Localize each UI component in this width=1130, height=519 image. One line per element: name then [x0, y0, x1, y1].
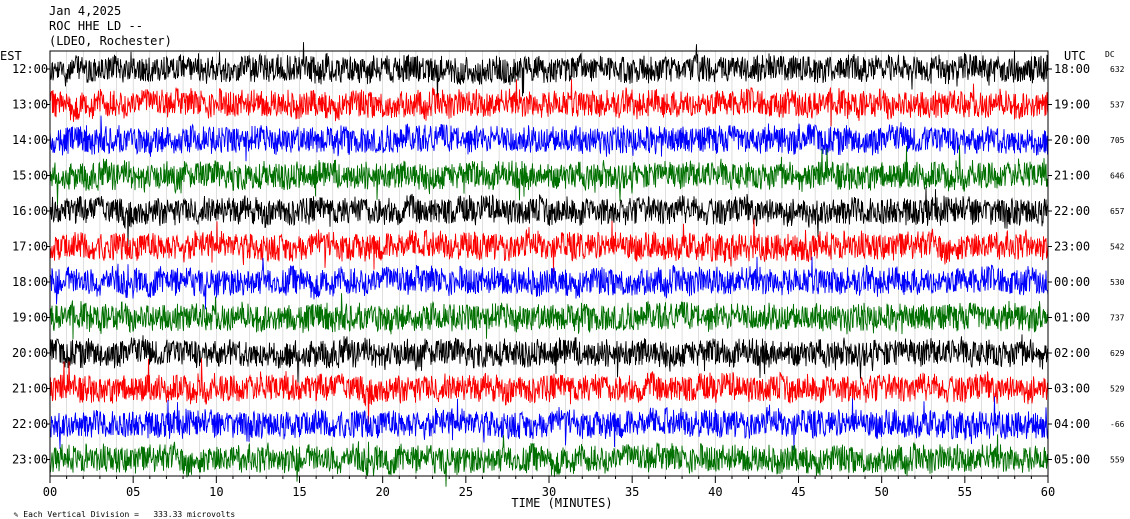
est-label: 19:00 [12, 311, 48, 325]
trace-hour-1500 [49, 145, 1049, 205]
utc-label: 20:00 [1054, 133, 1090, 147]
trace-hour-2300 [49, 434, 1049, 487]
x-tick-label: 15 [292, 485, 306, 499]
utc-label: 02:00 [1054, 346, 1090, 360]
header-station: ROC HHE LD -- [49, 19, 143, 33]
x-tick-label: 25 [459, 485, 473, 499]
dc-label: -66 [1110, 420, 1125, 429]
utc-label: 04:00 [1054, 417, 1090, 431]
est-label: 18:00 [12, 275, 48, 289]
plot-frame [46, 50, 1052, 483]
utc-label: 21:00 [1054, 169, 1090, 183]
trace-hour-1600 [49, 186, 1049, 247]
trace-hour-2100 [49, 358, 1049, 424]
utc-label: 00:00 [1054, 275, 1090, 289]
trace-hour-2000 [49, 334, 1049, 383]
dc-axis-label: DC [1105, 50, 1115, 59]
est-label: 12:00 [12, 62, 48, 76]
utc-axis-label: UTC [1064, 49, 1086, 63]
est-label: 23:00 [12, 453, 48, 467]
scale-icon: ✎ [13, 510, 19, 519]
utc-label: 01:00 [1054, 311, 1090, 325]
utc-hour-labels: 18:00 19:00 20:00 21:00 22:00 23:00 00:00 01:00… [1054, 62, 1090, 467]
utc-label: 03:00 [1054, 382, 1090, 396]
x-axis-title: TIME (MINUTES) [511, 496, 612, 510]
est-label: 21:00 [12, 382, 48, 396]
dc-label: 559 [1110, 456, 1125, 465]
x-tick-label: 45 [791, 485, 805, 499]
x-tick-label: 35 [625, 485, 639, 499]
dc-label: 705 [1110, 136, 1125, 145]
x-tick-labels: 00 05 10 15 20 25 30 35 40 45 50 55 60 [43, 485, 1055, 499]
dc-label: 646 [1110, 172, 1125, 181]
trace-hour-1900 [49, 293, 1049, 340]
header-date: Jan 4,2025 [49, 4, 122, 18]
est-label: 17:00 [12, 240, 48, 254]
utc-label: 23:00 [1054, 240, 1090, 254]
x-tick-label: 00 [43, 485, 57, 499]
trace-hour-1700 [49, 218, 1049, 273]
grid-lines [66, 51, 1032, 476]
dc-offset-labels: 632 537 705 646 657 542 530 737 629 529 -66 559 [1110, 65, 1125, 465]
est-hour-labels: 12:00 13:00 14:00 15:00 16:00 17:00 18:00 19:00… [12, 62, 48, 467]
x-tick-label: 40 [708, 485, 722, 499]
x-tick-label: 10 [209, 485, 223, 499]
x-tick-label: 05 [126, 485, 140, 499]
est-axis-label: EST [0, 49, 22, 63]
trace-hour-1300 [49, 79, 1049, 127]
est-label: 15:00 [12, 169, 48, 183]
trace-hour-2200 [49, 396, 1049, 451]
dc-label: 629 [1110, 349, 1125, 358]
utc-label: 22:00 [1054, 204, 1090, 218]
est-label: 13:00 [12, 98, 48, 112]
trace-hour-1800 [49, 256, 1049, 310]
est-label: 16:00 [12, 204, 48, 218]
dc-label: 737 [1110, 314, 1125, 323]
utc-label: 18:00 [1054, 62, 1090, 76]
utc-label: 05:00 [1054, 453, 1090, 467]
x-tick-label: 50 [874, 485, 888, 499]
dc-label: 657 [1110, 207, 1125, 216]
x-tick-label: 60 [1041, 485, 1055, 499]
est-label: 22:00 [12, 417, 48, 431]
est-label: 14:00 [12, 133, 48, 147]
utc-label: 19:00 [1054, 98, 1090, 112]
x-tick-label: 30 [542, 485, 556, 499]
dc-label: 632 [1110, 65, 1125, 74]
dc-label: 542 [1110, 243, 1125, 252]
header-network: (LDEO, Rochester) [49, 34, 172, 48]
est-label: 20:00 [12, 346, 48, 360]
dc-label: 537 [1110, 101, 1125, 110]
scale-note-text: Each Vertical Division = 333.33 microvol… [23, 510, 236, 519]
x-tick-label: 55 [958, 485, 972, 499]
x-tick-label: 20 [375, 485, 389, 499]
dc-label: 529 [1110, 385, 1125, 394]
dc-label: 530 [1110, 278, 1125, 287]
scale-note: ✎ Each Vertical Division = 333.33 microv… [4, 501, 236, 519]
trace-hour-1200 [49, 42, 1049, 105]
trace-hour-1400 [49, 115, 1049, 162]
seismic-traces [49, 42, 1049, 487]
